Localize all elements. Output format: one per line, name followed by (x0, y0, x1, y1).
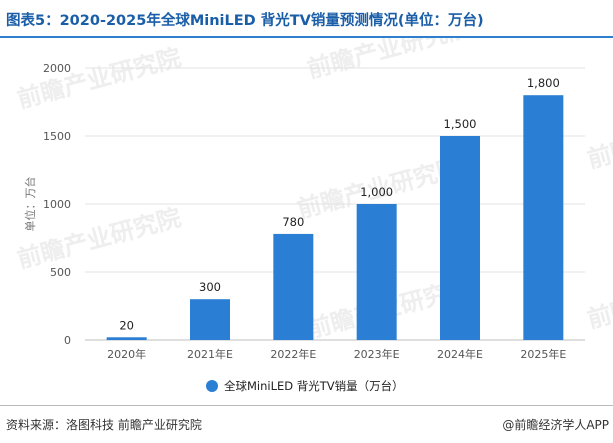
data-labels: 20 300 780 1,000 1,500 1,800 (119, 76, 559, 332)
y-tick-label: 2000 (43, 62, 71, 75)
watermark-layer: 前瞻产业研究院 前瞻产业研究院前瞻产业研究院前瞻产业研究院前瞻产业研究院前瞻产业研… (14, 38, 613, 344)
watermark-text: 前瞻产业研究院 (304, 38, 474, 84)
x-tick-label: 2021年E (187, 347, 233, 361)
bar (523, 95, 564, 340)
x-tick-label: 2025年E (520, 347, 566, 361)
data-label: 300 (199, 280, 221, 294)
bar (440, 136, 480, 340)
data-label: 20 (119, 318, 134, 332)
gridlines (85, 67, 585, 341)
footer-source: 资料来源：洛图科技 前瞻产业研究院 (6, 418, 202, 432)
data-label: 1,000 (360, 185, 393, 199)
footer-divider (0, 405, 613, 406)
y-tick-label: 500 (50, 266, 71, 279)
legend: 全球MiniLED 背光TV销量（万台） (206, 379, 404, 393)
watermark-text: 前瞻产业研究院 (584, 263, 613, 334)
bar (356, 204, 397, 340)
legend-swatch (206, 380, 218, 392)
x-tick-label: 2023年E (354, 347, 400, 361)
watermark-text: 前瞻产业研究院 (584, 103, 613, 174)
chart-title: 图表5：2020-2025年全球MiniLED 背光TV销量预测情况(单位：万台… (6, 13, 484, 29)
y-axis-label: 单位：万台 (23, 177, 37, 232)
footer-brand: @前瞻经济学人APP (502, 418, 609, 432)
watermark-text: 前瞻产业研究院 (14, 203, 184, 274)
bar (190, 299, 230, 340)
bar-chart: 前瞻产业研究院 前瞻产业研究院前瞻产业研究院前瞻产业研究院前瞻产业研究院前瞻产业研… (14, 38, 613, 393)
bars (106, 95, 564, 340)
y-tick-label: 1500 (43, 130, 71, 143)
y-tick-label: 0 (64, 334, 71, 347)
bar (106, 337, 147, 340)
data-label: 780 (282, 215, 304, 229)
x-tick-label: 2022年E (270, 347, 316, 361)
bar (273, 233, 314, 340)
x-tick-label: 2020年 (107, 347, 146, 361)
data-label: 1,800 (527, 76, 560, 90)
title-bar: 图表5：2020-2025年全球MiniLED 背光TV销量预测情况(单位：万台… (0, 0, 613, 38)
x-tick-label: 2024年E (437, 347, 483, 361)
y-tick-label: 1000 (43, 198, 71, 211)
data-label: 1,500 (444, 117, 477, 131)
y-tick-labels: 0 500 1000 1500 2000 (43, 62, 71, 347)
watermark-text: 前瞻产业研究院 (14, 43, 184, 114)
legend-label: 全球MiniLED 背光TV销量（万台） (224, 379, 404, 393)
x-tick-labels: 2020年 2021年E 2022年E 2023年E 2024年E 2025年E (107, 347, 566, 361)
